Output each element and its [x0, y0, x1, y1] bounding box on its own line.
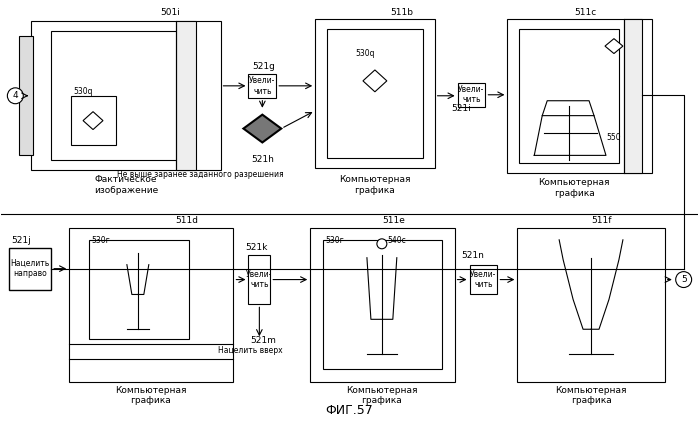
Text: Компьютерная
графика: Компьютерная графика	[115, 386, 187, 405]
Text: 521h: 521h	[251, 155, 274, 164]
Bar	[323, 240, 442, 369]
Text: Увели-
чить: Увели- чить	[470, 270, 497, 289]
Text: 521i: 521i	[452, 104, 471, 113]
Bar	[327, 29, 423, 158]
Text: 530г: 530г	[91, 236, 110, 245]
Text: 511d: 511d	[175, 216, 199, 225]
Text: 501i: 501i	[161, 8, 180, 17]
Bar	[624, 19, 642, 173]
Text: Компьютерная
графика: Компьютерная графика	[339, 175, 410, 195]
Bar	[71, 96, 116, 146]
Bar	[248, 74, 276, 98]
Bar	[310, 228, 454, 382]
Text: Компьютерная
графика: Компьютерная графика	[538, 178, 610, 198]
Text: 511f: 511f	[591, 216, 612, 225]
Text: 521m: 521m	[250, 336, 276, 345]
Bar	[470, 265, 498, 294]
Text: 521g: 521g	[252, 62, 275, 71]
Circle shape	[676, 272, 691, 288]
Text: 521j: 521j	[11, 236, 31, 245]
Text: Увели-
чить: Увели- чить	[459, 85, 484, 104]
Bar	[248, 255, 271, 304]
Bar	[517, 228, 665, 382]
Text: 511c: 511c	[574, 8, 596, 17]
Polygon shape	[83, 112, 103, 130]
Text: Фактическое
изображение: Фактическое изображение	[94, 175, 158, 195]
Text: Нацелить вверх: Нацелить вверх	[218, 346, 282, 355]
Polygon shape	[363, 70, 387, 92]
Text: 530г: 530г	[325, 236, 344, 245]
Polygon shape	[243, 115, 281, 143]
Text: ФИГ.57: ФИГ.57	[325, 404, 373, 417]
Text: 540c: 540c	[388, 236, 407, 245]
Text: Компьютерная
графика: Компьютерная графика	[346, 386, 417, 405]
Text: 521k: 521k	[245, 243, 268, 252]
Circle shape	[8, 88, 23, 104]
Bar	[20, 36, 34, 155]
Bar	[175, 21, 196, 170]
Bar	[458, 83, 486, 107]
Text: Не выше заранее заданного разрешения: Не выше заранее заданного разрешения	[117, 170, 284, 179]
Bar	[507, 19, 651, 173]
Text: 4: 4	[13, 91, 18, 100]
Text: Увели-
чить: Увели- чить	[249, 76, 275, 95]
Text: Компьютерная
графика: Компьютерная графика	[555, 386, 627, 405]
Bar	[9, 248, 51, 289]
Polygon shape	[605, 39, 623, 54]
Bar	[51, 31, 180, 160]
Text: 530q: 530q	[355, 49, 375, 58]
Text: 511b: 511b	[390, 8, 413, 17]
Text: 511e: 511e	[382, 216, 405, 225]
Text: Увели-
чить: Увели- чить	[246, 270, 273, 289]
Text: Нацелить
направо: Нацелить направо	[10, 259, 50, 278]
Bar	[69, 228, 233, 382]
Text: 521n: 521n	[461, 251, 484, 260]
Bar	[31, 21, 220, 170]
Text: 5: 5	[681, 275, 686, 284]
Bar	[89, 240, 189, 339]
Bar	[315, 19, 435, 168]
Bar	[519, 29, 619, 163]
Circle shape	[377, 239, 387, 249]
Text: 530q: 530q	[73, 87, 92, 96]
Text: 550: 550	[606, 134, 621, 143]
